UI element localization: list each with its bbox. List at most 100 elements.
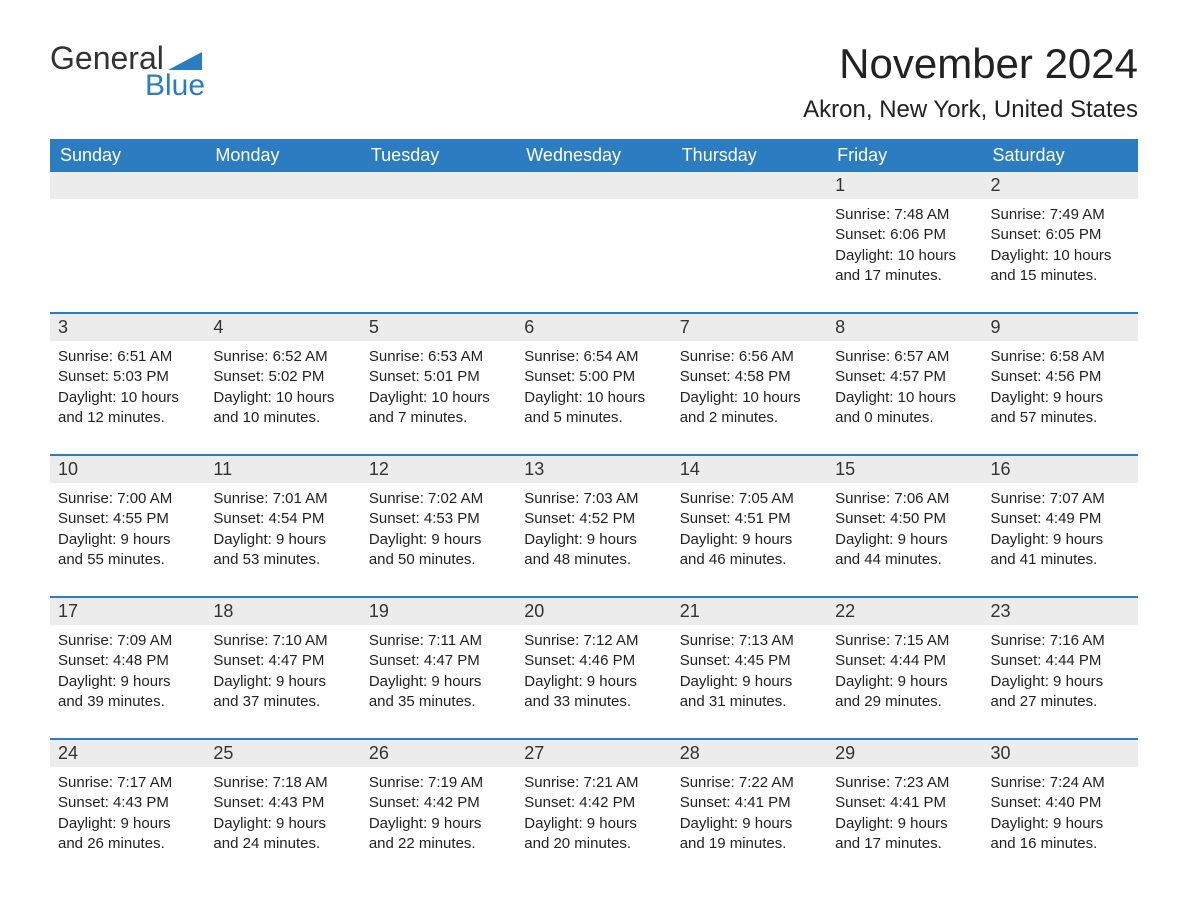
daylight-line: Daylight: 9 hours and 33 minutes. — [524, 672, 663, 713]
location-text: Akron, New York, United States — [803, 96, 1138, 124]
sunrise-line: Sunrise: 7:03 AM — [524, 489, 663, 509]
empty-day — [361, 172, 516, 199]
day-number: 11 — [205, 456, 360, 483]
day-cell: 13Sunrise: 7:03 AMSunset: 4:52 PMDayligh… — [516, 456, 671, 576]
title-block: November 2024 Akron, New York, United St… — [803, 40, 1138, 124]
day-number: 7 — [672, 314, 827, 341]
day-body: Sunrise: 7:06 AMSunset: 4:50 PMDaylight:… — [827, 483, 982, 576]
day-body: Sunrise: 7:12 AMSunset: 4:46 PMDaylight:… — [516, 625, 671, 718]
logo-triangle-icon — [168, 48, 202, 70]
sunrise-line: Sunrise: 7:18 AM — [213, 773, 352, 793]
day-number: 6 — [516, 314, 671, 341]
daylight-line: Daylight: 10 hours and 15 minutes. — [991, 246, 1130, 287]
sunrise-line: Sunrise: 7:24 AM — [991, 773, 1130, 793]
day-cell — [516, 172, 671, 292]
sunset-line: Sunset: 4:47 PM — [213, 651, 352, 671]
sunrise-line: Sunrise: 7:21 AM — [524, 773, 663, 793]
daylight-line: Daylight: 9 hours and 41 minutes. — [991, 530, 1130, 571]
daylight-line: Daylight: 9 hours and 29 minutes. — [835, 672, 974, 713]
daylight-line: Daylight: 9 hours and 46 minutes. — [680, 530, 819, 571]
week-row: 17Sunrise: 7:09 AMSunset: 4:48 PMDayligh… — [50, 596, 1138, 718]
sunset-line: Sunset: 4:46 PM — [524, 651, 663, 671]
sunrise-line: Sunrise: 7:02 AM — [369, 489, 508, 509]
sunset-line: Sunset: 4:42 PM — [369, 793, 508, 813]
day-body: Sunrise: 6:54 AMSunset: 5:00 PMDaylight:… — [516, 341, 671, 434]
sunrise-line: Sunrise: 6:51 AM — [58, 347, 197, 367]
day-body: Sunrise: 7:09 AMSunset: 4:48 PMDaylight:… — [50, 625, 205, 718]
day-number: 22 — [827, 598, 982, 625]
sunrise-line: Sunrise: 6:52 AM — [213, 347, 352, 367]
day-body: Sunrise: 7:49 AMSunset: 6:05 PMDaylight:… — [983, 199, 1138, 292]
day-body: Sunrise: 7:05 AMSunset: 4:51 PMDaylight:… — [672, 483, 827, 576]
sunrise-line: Sunrise: 7:17 AM — [58, 773, 197, 793]
day-cell: 8Sunrise: 6:57 AMSunset: 4:57 PMDaylight… — [827, 314, 982, 434]
sunrise-line: Sunrise: 7:11 AM — [369, 631, 508, 651]
day-cell: 23Sunrise: 7:16 AMSunset: 4:44 PMDayligh… — [983, 598, 1138, 718]
daylight-line: Daylight: 9 hours and 57 minutes. — [991, 388, 1130, 429]
day-number: 21 — [672, 598, 827, 625]
sunrise-line: Sunrise: 7:49 AM — [991, 205, 1130, 225]
daylight-line: Daylight: 9 hours and 39 minutes. — [58, 672, 197, 713]
daylight-line: Daylight: 9 hours and 48 minutes. — [524, 530, 663, 571]
day-cell: 21Sunrise: 7:13 AMSunset: 4:45 PMDayligh… — [672, 598, 827, 718]
day-body: Sunrise: 7:01 AMSunset: 4:54 PMDaylight:… — [205, 483, 360, 576]
daylight-line: Daylight: 10 hours and 10 minutes. — [213, 388, 352, 429]
sunset-line: Sunset: 6:06 PM — [835, 225, 974, 245]
sunset-line: Sunset: 5:02 PM — [213, 367, 352, 387]
sunset-line: Sunset: 5:03 PM — [58, 367, 197, 387]
daylight-line: Daylight: 10 hours and 5 minutes. — [524, 388, 663, 429]
day-cell: 1Sunrise: 7:48 AMSunset: 6:06 PMDaylight… — [827, 172, 982, 292]
logo-text-blue: Blue — [145, 69, 205, 103]
day-number: 20 — [516, 598, 671, 625]
day-number: 27 — [516, 740, 671, 767]
sunset-line: Sunset: 4:56 PM — [991, 367, 1130, 387]
day-body: Sunrise: 7:03 AMSunset: 4:52 PMDaylight:… — [516, 483, 671, 576]
sunset-line: Sunset: 4:43 PM — [58, 793, 197, 813]
day-body: Sunrise: 7:48 AMSunset: 6:06 PMDaylight:… — [827, 199, 982, 292]
empty-day — [672, 172, 827, 199]
day-body: Sunrise: 7:17 AMSunset: 4:43 PMDaylight:… — [50, 767, 205, 860]
week-row: 10Sunrise: 7:00 AMSunset: 4:55 PMDayligh… — [50, 454, 1138, 576]
day-cell: 26Sunrise: 7:19 AMSunset: 4:42 PMDayligh… — [361, 740, 516, 860]
day-cell: 19Sunrise: 7:11 AMSunset: 4:47 PMDayligh… — [361, 598, 516, 718]
day-header-row: SundayMondayTuesdayWednesdayThursdayFrid… — [50, 139, 1138, 172]
day-number: 2 — [983, 172, 1138, 199]
day-number: 25 — [205, 740, 360, 767]
day-number: 4 — [205, 314, 360, 341]
daylight-line: Daylight: 9 hours and 22 minutes. — [369, 814, 508, 855]
day-number: 5 — [361, 314, 516, 341]
sunrise-line: Sunrise: 7:10 AM — [213, 631, 352, 651]
day-body: Sunrise: 6:52 AMSunset: 5:02 PMDaylight:… — [205, 341, 360, 434]
empty-day — [50, 172, 205, 199]
day-number: 14 — [672, 456, 827, 483]
daylight-line: Daylight: 9 hours and 16 minutes. — [991, 814, 1130, 855]
day-cell — [672, 172, 827, 292]
daylight-line: Daylight: 9 hours and 24 minutes. — [213, 814, 352, 855]
sunrise-line: Sunrise: 7:48 AM — [835, 205, 974, 225]
daylight-line: Daylight: 9 hours and 31 minutes. — [680, 672, 819, 713]
sunset-line: Sunset: 4:51 PM — [680, 509, 819, 529]
sunset-line: Sunset: 4:45 PM — [680, 651, 819, 671]
sunrise-line: Sunrise: 7:06 AM — [835, 489, 974, 509]
sunset-line: Sunset: 4:49 PM — [991, 509, 1130, 529]
daylight-line: Daylight: 9 hours and 17 minutes. — [835, 814, 974, 855]
day-body: Sunrise: 6:51 AMSunset: 5:03 PMDaylight:… — [50, 341, 205, 434]
sunrise-line: Sunrise: 7:22 AM — [680, 773, 819, 793]
day-number: 28 — [672, 740, 827, 767]
page-header: General Blue November 2024 Akron, New Yo… — [50, 40, 1138, 124]
day-body: Sunrise: 7:15 AMSunset: 4:44 PMDaylight:… — [827, 625, 982, 718]
day-number: 10 — [50, 456, 205, 483]
day-cell: 30Sunrise: 7:24 AMSunset: 4:40 PMDayligh… — [983, 740, 1138, 860]
sunrise-line: Sunrise: 6:56 AM — [680, 347, 819, 367]
day-cell: 28Sunrise: 7:22 AMSunset: 4:41 PMDayligh… — [672, 740, 827, 860]
day-cell: 18Sunrise: 7:10 AMSunset: 4:47 PMDayligh… — [205, 598, 360, 718]
day-body: Sunrise: 7:18 AMSunset: 4:43 PMDaylight:… — [205, 767, 360, 860]
daylight-line: Daylight: 9 hours and 50 minutes. — [369, 530, 508, 571]
daylight-line: Daylight: 9 hours and 55 minutes. — [58, 530, 197, 571]
day-cell: 24Sunrise: 7:17 AMSunset: 4:43 PMDayligh… — [50, 740, 205, 860]
day-number: 12 — [361, 456, 516, 483]
week-row: 1Sunrise: 7:48 AMSunset: 6:06 PMDaylight… — [50, 172, 1138, 292]
day-number: 3 — [50, 314, 205, 341]
daylight-line: Daylight: 9 hours and 19 minutes. — [680, 814, 819, 855]
daylight-line: Daylight: 9 hours and 35 minutes. — [369, 672, 508, 713]
